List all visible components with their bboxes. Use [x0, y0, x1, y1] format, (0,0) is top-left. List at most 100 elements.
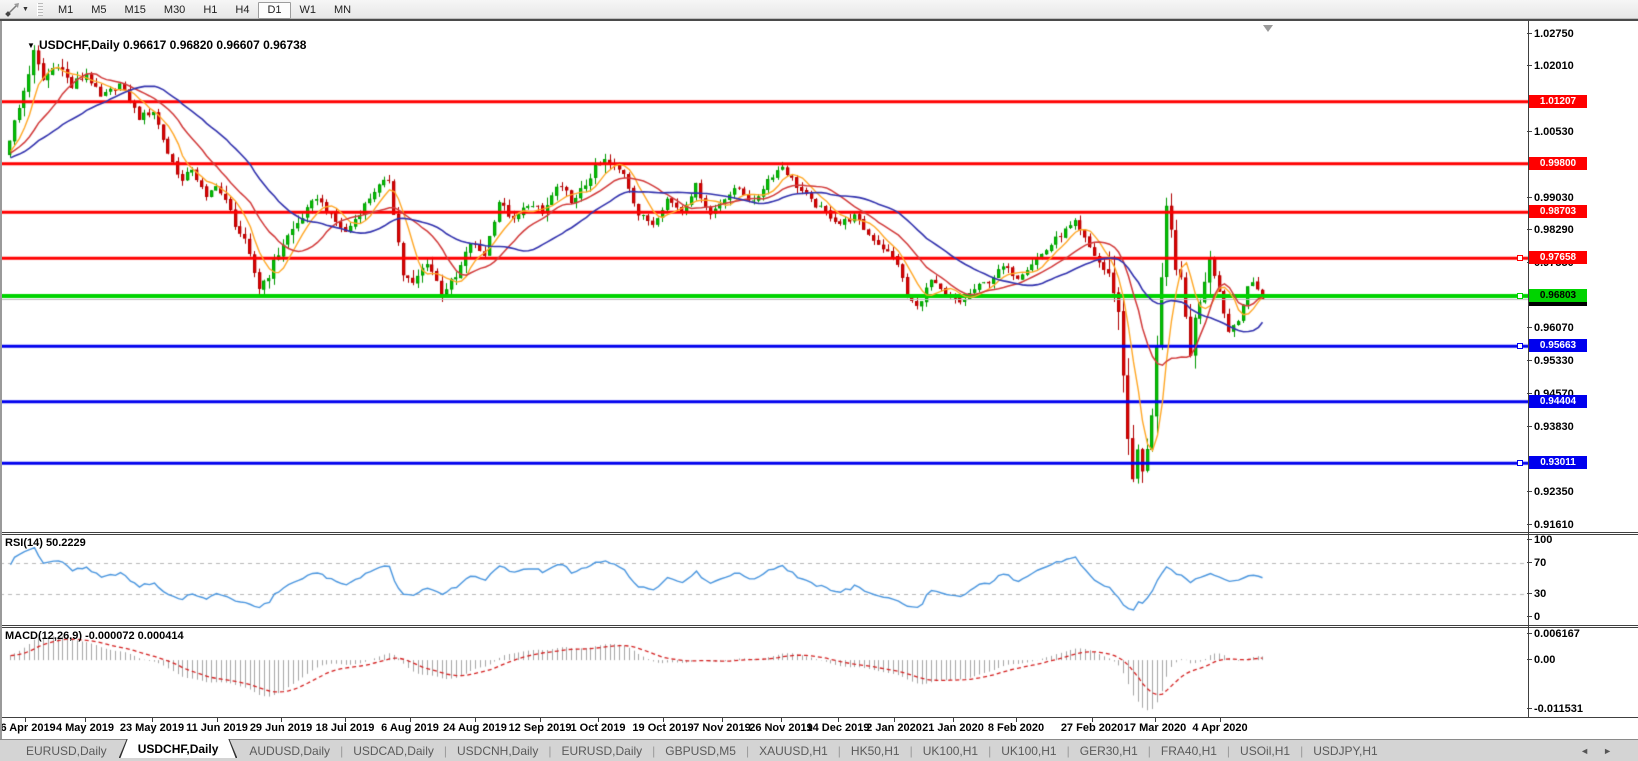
tab-scroll-arrows: ◄► — [1580, 746, 1626, 756]
timeframe-button-D1[interactable]: D1 — [258, 2, 291, 19]
chart-tab[interactable]: AUDUSD,Daily — [249, 743, 331, 758]
rsi-indicator-canvas[interactable] — [0, 535, 1528, 625]
chart-tab[interactable]: USDJPY,H1 — [1313, 743, 1378, 758]
hline-price-label: 0.97658 — [1529, 251, 1587, 265]
chart-shift-marker[interactable] — [1263, 25, 1273, 32]
date-tick-label: 4 Apr 2020 — [1192, 722, 1248, 734]
chart-tab[interactable]: HK50,H1 — [850, 743, 900, 758]
tab-separator: | — [1147, 743, 1151, 758]
date-tick — [838, 718, 839, 722]
hline-drag-handle[interactable] — [1517, 343, 1523, 350]
macd-pane: MACD(12,26,9) -0.000072 0.000414 — [0, 628, 1528, 717]
price-tick-label: 1.02010 — [1527, 60, 1574, 72]
chart-tab[interactable]: GBPUSD,M5 — [665, 743, 736, 758]
chart-tab[interactable]: UK100,H1 — [1001, 743, 1057, 758]
hline-price-label: 0.95663 — [1529, 339, 1587, 353]
date-tick — [1155, 718, 1156, 722]
date-tick — [953, 718, 954, 722]
chart-title: ▼ USDCHF,Daily 0.96617 0.96820 0.96607 0.… — [7, 24, 306, 66]
macd-axis-label: -0.011531 — [1527, 703, 1583, 715]
chart-tab[interactable]: USDCAD,Daily — [353, 743, 434, 758]
chart-tab[interactable]: FRA40,H1 — [1160, 743, 1217, 758]
timeframe-button-M30[interactable]: M30 — [163, 4, 186, 16]
chart-tab-active[interactable]: USDCHF,Daily — [119, 739, 238, 758]
timeframe-button-M5[interactable]: M5 — [91, 4, 107, 16]
top-toolbar: ▼ M1 M5 M15 M30 H1 H4 D1 W1 MN — [0, 0, 1638, 19]
date-tick-label: 2 Jan 2020 — [866, 722, 922, 734]
chart-tab[interactable]: EURUSD,Daily — [561, 743, 643, 758]
date-axis: 16 Apr 2019 4 May 2019 23 May 2019 11 Jun 2… — [0, 718, 1638, 741]
hline-drag-handle[interactable] — [1517, 460, 1523, 467]
chart-tab[interactable]: XAUUSD,H1 — [759, 743, 828, 758]
tab-separator: | — [745, 743, 750, 758]
tab-scroll-right-icon[interactable]: ► — [1603, 746, 1626, 756]
timeframe-button-W1[interactable]: W1 — [299, 4, 317, 16]
date-tick-label: 17 Mar 2020 — [1123, 722, 1187, 734]
chart-window: ▼ USDCHF,Daily 0.96617 0.96820 0.96607 0.… — [0, 21, 1638, 739]
hline-drag-handle[interactable] — [1517, 292, 1523, 299]
date-tick-label: 4 May 2019 — [55, 722, 115, 734]
date-tick-label: 12 Sep 2019 — [508, 722, 572, 734]
date-tick — [25, 718, 26, 722]
price-tick-label: 1.00530 — [1527, 126, 1574, 138]
hline-drag-handle[interactable] — [1517, 255, 1523, 262]
price-tick-label: 0.91610 — [1527, 519, 1574, 531]
date-tick — [345, 718, 346, 722]
hline-price-label: 0.99800 — [1529, 156, 1587, 170]
date-tick-label: 8 Feb 2020 — [987, 722, 1045, 734]
chart-collapse-icon[interactable]: ▼ — [27, 41, 35, 50]
chart-tab[interactable]: GER30,H1 — [1079, 743, 1138, 758]
rsi-label: RSI(14) 50.2229 — [5, 537, 86, 549]
date-tick-label: 6 Aug 2019 — [381, 722, 439, 734]
chart-tab-label: USDCHF,Daily — [120, 739, 237, 760]
timeframe-button-H1[interactable]: H1 — [203, 4, 218, 16]
macd-indicator-canvas[interactable] — [0, 628, 1528, 717]
macd-axis-label: 0.006167 — [1527, 628, 1580, 640]
tab-scroll-left-icon[interactable]: ◄ — [1580, 746, 1604, 756]
timeframe-button-M1[interactable]: M1 — [57, 4, 74, 16]
hline-price-label: 0.94404 — [1529, 394, 1587, 408]
timeframe-button-M15[interactable]: M15 — [124, 4, 146, 16]
toolbar-grip — [36, 2, 43, 16]
tab-separator: | — [1300, 743, 1304, 758]
price-tick-label: 1.02750 — [1527, 28, 1574, 40]
timeframe-button-MN[interactable]: MN — [334, 4, 352, 16]
price-axis-border — [1528, 21, 1529, 717]
chart-tab-bar: EURUSD,Daily USDCHF,Daily AUDUSD,Daily | USD… — [0, 739, 1638, 761]
date-tick-label: 16 Apr 2019 — [0, 722, 56, 734]
price-tick-label: 0.92350 — [1527, 486, 1574, 498]
date-tick — [894, 718, 895, 722]
chart-tab[interactable]: EURUSD,Daily — [26, 743, 107, 758]
date-tick-label: 19 Oct 2019 — [632, 722, 694, 734]
chart-tab[interactable]: USOil,H1 — [1240, 743, 1291, 758]
macd-label: MACD(12,26,9) -0.000072 0.000414 — [5, 630, 184, 642]
date-tick-label: 14 Dec 2019 — [806, 722, 870, 734]
tab-separator: | — [1226, 743, 1231, 758]
pane-separator[interactable] — [0, 532, 1638, 535]
rsi-axis-label: 30 — [1527, 588, 1546, 600]
chart-tab[interactable]: USDCNH,Daily — [457, 743, 539, 758]
chart-tab[interactable]: UK100,H1 — [922, 743, 979, 758]
tool-dropdown-caret[interactable]: ▼ — [22, 5, 29, 13]
macd-axis-label: 0.00 — [1527, 654, 1555, 666]
date-tick — [410, 718, 411, 722]
hline-price-label: 0.98703 — [1529, 205, 1587, 219]
price-tick-label: 0.93830 — [1527, 421, 1574, 433]
hline-price-label: 0.96803 — [1529, 288, 1587, 302]
rsi-axis-label: 70 — [1527, 557, 1546, 569]
pane-separator[interactable] — [0, 625, 1638, 628]
tab-separator: | — [443, 743, 447, 758]
date-tick-label: 18 Jul 2019 — [315, 722, 375, 734]
date-tick-label: 7 Nov 2019 — [693, 722, 751, 734]
price-tick-label: 0.98290 — [1527, 224, 1574, 236]
chart-window-left-border — [0, 21, 2, 739]
date-tick — [598, 718, 599, 722]
price-chart-canvas[interactable] — [0, 21, 1528, 532]
date-tick — [217, 718, 218, 722]
price-pane: ▼ USDCHF,Daily 0.96617 0.96820 0.96607 0.… — [0, 21, 1528, 532]
timeframe-button-H4[interactable]: H4 — [235, 4, 250, 16]
rsi-pane: RSI(14) 50.2229 — [0, 535, 1528, 625]
date-tick — [1016, 718, 1017, 722]
crosshair-tool-icon[interactable] — [4, 2, 21, 17]
date-tick-label: 1 Oct 2019 — [570, 722, 626, 734]
